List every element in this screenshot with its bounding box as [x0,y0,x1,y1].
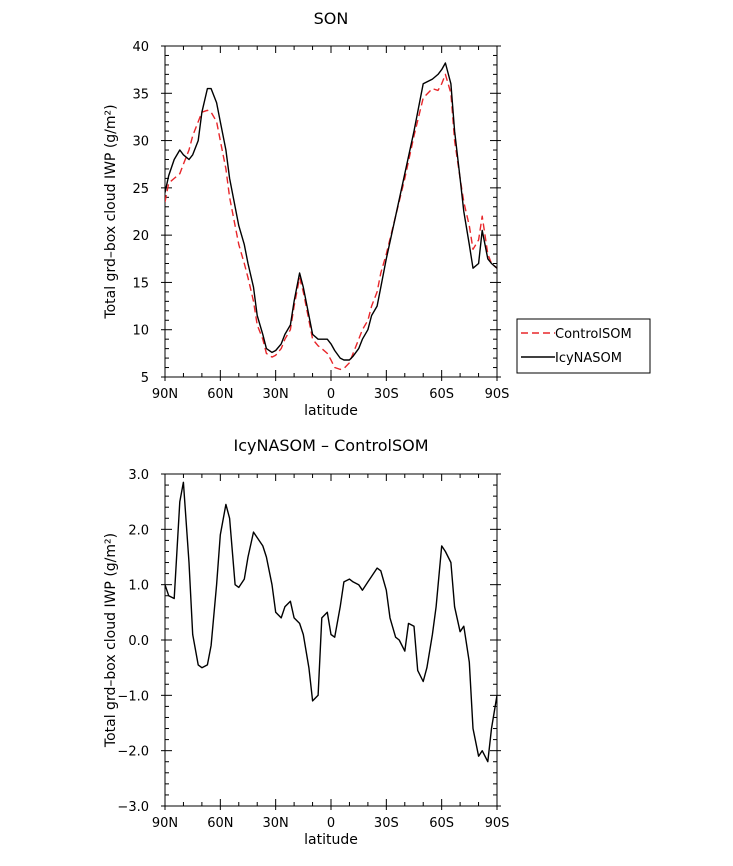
chart-top: SON 90N 60N 30N 0 30S 60S 90S 5 10 15 20 25 30 35 40 lat… [103,9,651,419]
plot-frame [164,473,498,807]
series-line-difference [165,481,497,763]
plot-frame [164,45,498,378]
x-tick-label: 90N [152,387,178,402]
x-tick-label: 60N [207,387,233,402]
x-tick-label: 60S [429,387,454,402]
legend: ControlSOM IcyNASOM [516,318,651,374]
x-tick-label: 0 [327,816,335,831]
x-axis-title: latitude [304,832,358,848]
x-tick-label: 30S [374,387,399,402]
chart-title: SON [314,9,349,28]
legend-label: ControlSOM [555,327,632,342]
x-tick-label: 30N [263,387,289,402]
x-tick-label: 30S [374,816,399,831]
chart-title: IcyNASOM – ControlSOM [233,436,428,455]
y-tick-label: 10 [132,324,149,339]
x-tick-label: 0 [327,387,335,402]
x-tick-label: 60N [207,816,233,831]
chart-bottom: IcyNASOM – ControlSOM 90N 60N 30N 0 30S 60S 90S… [103,436,509,848]
y-tick-label: 30 [132,135,149,150]
x-tick-label: 30N [263,816,289,831]
y-axis-title: Total grd–box cloud IWP (g/m²) [103,104,119,319]
y-tick-label: 0.0 [128,634,149,649]
y-tick-label: 20 [132,229,149,244]
y-tick-label: 15 [132,276,149,291]
x-tick-label: 90S [485,387,510,402]
legend-box [516,318,651,374]
y-axis-title: Total grd–box cloud IWP (g/m²) [103,533,119,748]
y-tick-label: 25 [132,182,149,197]
x-axis-title: latitude [304,403,358,419]
y-tick-label: −1.0 [117,689,149,704]
y-tick-label: 3.0 [128,468,149,483]
y-tick-label: 5 [141,371,149,386]
x-tick-label: 60S [429,816,454,831]
y-tick-label: −3.0 [117,800,149,815]
y-tick-label: 1.0 [128,579,149,594]
series-line-icynasom [165,62,497,361]
y-tick-label: 2.0 [128,523,149,538]
legend-label: IcyNASOM [555,351,622,366]
x-tick-label: 90S [485,816,510,831]
y-tick-label: −2.0 [117,745,149,760]
x-tick-label: 90N [152,816,178,831]
y-tick-label: 40 [132,40,149,55]
y-tick-label: 35 [132,87,149,102]
series-line-controlsom [165,73,497,371]
